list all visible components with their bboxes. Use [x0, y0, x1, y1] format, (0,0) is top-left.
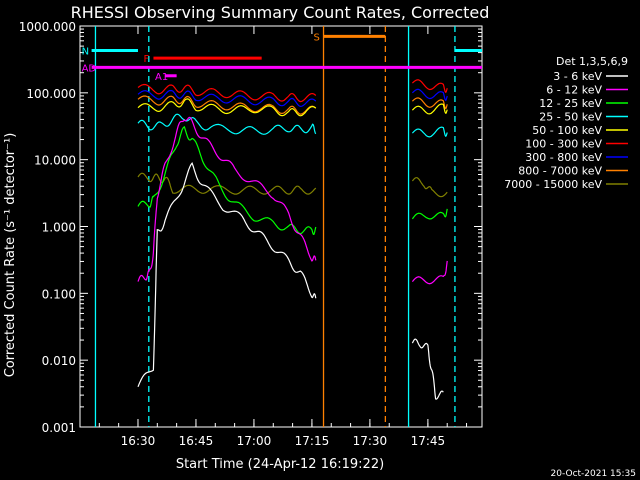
series-line — [137, 95, 317, 115]
series-line — [137, 116, 317, 282]
series-line — [137, 89, 317, 108]
series-line — [411, 260, 448, 285]
series-line — [411, 103, 448, 115]
series-line — [411, 97, 448, 110]
x-tick-label: 17:00 — [237, 434, 272, 448]
chart-x-label: Start Time (24-Apr-12 16:19:22) — [176, 457, 384, 472]
flag-label: AD — [82, 63, 97, 74]
legend-label: 6 - 12 keV — [546, 84, 602, 97]
legend-label: 800 - 7000 keV — [518, 165, 602, 178]
series-line — [411, 126, 448, 138]
series-line — [137, 113, 317, 135]
legend-label: 100 - 300 keV — [525, 138, 602, 151]
series-line — [137, 83, 317, 103]
y-tick-label: 1.000 — [42, 221, 76, 235]
legend-title: Det 1,3,5,6,9 — [556, 55, 628, 68]
legend-label: 50 - 100 keV — [532, 124, 602, 137]
flag-label: S — [314, 32, 320, 43]
y-tick-label: 100.000 — [26, 87, 76, 101]
series-line — [411, 338, 444, 400]
x-tick-label: 17:15 — [295, 434, 330, 448]
legend-label: 12 - 25 keV — [539, 97, 602, 110]
legend-label: 300 - 800 keV — [525, 151, 602, 164]
y-tick-label: 0.010 — [42, 354, 76, 368]
x-tick-label: 16:45 — [179, 434, 214, 448]
series-line — [137, 172, 317, 195]
series-line — [411, 79, 448, 94]
chart-footer-date: 20-Oct-2021 15:35 — [551, 469, 636, 479]
y-tick-label: 10.000 — [34, 154, 76, 168]
chart-y-label: Corrected Count Rate (s⁻¹ detector⁻¹) — [3, 133, 18, 378]
y-tick-label: 0.001 — [42, 421, 76, 435]
series-line — [137, 126, 317, 235]
y-tick-label: 0.100 — [42, 287, 76, 301]
flag-label: A1 — [155, 72, 168, 83]
legend-label: 7000 - 15000 keV — [504, 178, 602, 191]
series-line — [411, 88, 448, 102]
x-tick-label: 16:30 — [121, 434, 156, 448]
series-line — [411, 177, 448, 198]
series-line — [137, 98, 317, 117]
series-line — [137, 161, 317, 388]
chart-title: RHESSI Observing Summary Count Rates, Co… — [71, 3, 490, 22]
flag-label: F — [143, 54, 149, 65]
flag-label: N — [82, 46, 89, 57]
x-tick-label: 17:30 — [353, 434, 388, 448]
legend-label: 3 - 6 keV — [553, 70, 602, 83]
series-line — [411, 208, 448, 220]
y-tick-label: 1000.000 — [19, 20, 76, 34]
x-tick-label: 17:45 — [411, 434, 446, 448]
legend-label: 25 - 50 keV — [539, 111, 602, 124]
plot-area: 0.001 0.010 0.100 1.000 10.000 100.000 1000.00… — [19, 20, 628, 448]
